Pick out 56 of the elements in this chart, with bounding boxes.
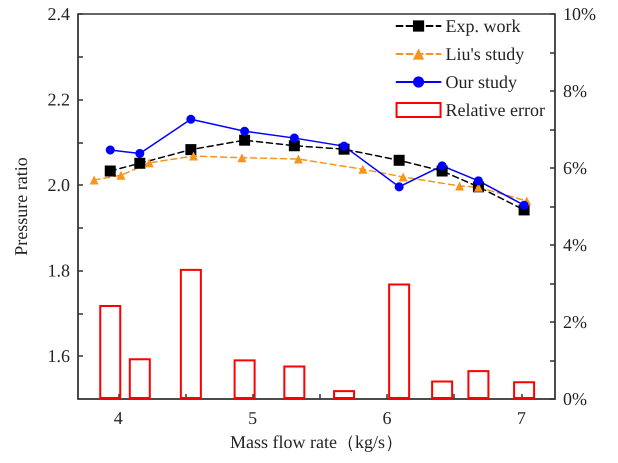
point [104, 165, 116, 176]
y-tick-label: 2.0 [48, 175, 70, 196]
point [288, 140, 300, 152]
point [474, 176, 483, 186]
y2-tick-label: 8% [563, 81, 587, 101]
point [394, 182, 404, 192]
x-tick-label: 7 [516, 408, 526, 428]
y-tick-label: 1.8 [48, 260, 70, 281]
point [340, 142, 349, 151]
point [185, 144, 196, 156]
point [186, 114, 196, 124]
point [358, 164, 368, 174]
bar [431, 380, 454, 399]
point [290, 134, 299, 143]
bar [180, 268, 202, 399]
y2-tick-label: 4% [563, 235, 587, 255]
point [394, 154, 405, 166]
y2-tick-label: 0% [563, 389, 587, 409]
point [90, 175, 99, 184]
x-tick-label: 6 [382, 408, 392, 428]
point [116, 170, 126, 180]
bar [128, 358, 151, 399]
point [520, 200, 529, 210]
y-tick-label: 2.2 [48, 90, 70, 110]
bar [283, 366, 306, 399]
bar [234, 359, 256, 399]
point [438, 161, 447, 170]
point [294, 154, 303, 164]
point [106, 146, 115, 155]
point [134, 158, 146, 169]
x-axis-title: Mass flow rate（kg/s） [230, 432, 403, 452]
point [237, 153, 246, 162]
point [455, 181, 464, 190]
bar [467, 370, 490, 399]
point [189, 152, 198, 161]
bar [99, 305, 122, 399]
point [135, 148, 144, 158]
y-axis-title: Pressure ratio [11, 157, 31, 256]
bar [388, 284, 410, 399]
y-tick-label: 2.4 [48, 4, 70, 24]
legend-label: Our study [446, 72, 518, 92]
legend-label: Liu's study [446, 44, 524, 64]
y2-tick-label: 2% [563, 312, 587, 332]
legend-label: Exp. work [446, 16, 521, 36]
point [144, 158, 154, 168]
legend-label: Relative error [446, 100, 546, 120]
x-tick-label: 5 [248, 408, 258, 428]
y-tick-label: 1.6 [48, 346, 70, 366]
bar [513, 381, 536, 399]
point [240, 126, 250, 136]
bar [333, 390, 356, 399]
y2-tick-label: 6% [563, 158, 587, 178]
point [398, 172, 408, 182]
point [239, 134, 250, 146]
x-tick-label: 4 [114, 408, 123, 428]
y2-tick-label: 10% [563, 4, 596, 24]
